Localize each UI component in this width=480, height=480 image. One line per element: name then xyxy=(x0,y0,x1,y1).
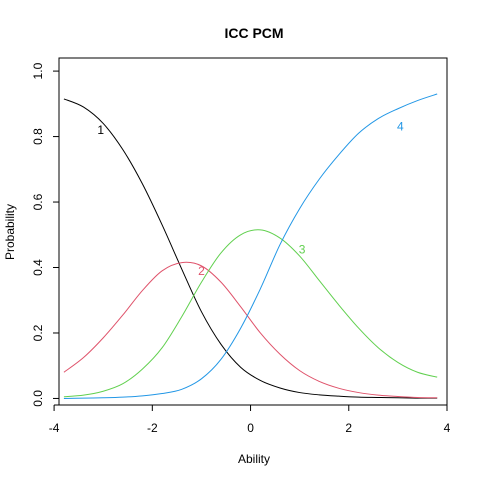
x-tick-label: 4 xyxy=(444,421,451,435)
y-axis-label: Probability xyxy=(3,204,17,260)
x-tick-label: -4 xyxy=(49,421,60,435)
plot-frame xyxy=(58,57,448,406)
y-tick-label: 1.0 xyxy=(31,62,45,79)
x-tick-label: -2 xyxy=(147,421,158,435)
x-tick-label: 2 xyxy=(345,421,352,435)
x-axis: -4 -2 0 2 4 xyxy=(49,404,451,435)
category-4-curve xyxy=(63,93,438,399)
category-1-curve xyxy=(63,98,438,399)
y-axis: 0.0 0.2 0.4 0.6 0.8 1.0 xyxy=(31,62,60,407)
y-tick-label: 0.4 xyxy=(31,259,45,276)
x-axis-label: Ability xyxy=(238,452,270,466)
category-3-label: 3 xyxy=(299,243,306,257)
y-tick-label: 0.2 xyxy=(31,324,45,341)
category-4-label: 4 xyxy=(397,120,404,134)
category-1-label: 1 xyxy=(97,123,104,137)
chart-title: ICC PCM xyxy=(224,25,283,41)
curve-labels: 1 2 3 4 xyxy=(97,120,404,278)
curves xyxy=(63,93,438,399)
y-tick-label: 0.6 xyxy=(31,193,45,210)
category-2-curve xyxy=(63,261,438,399)
y-tick-label: 0.0 xyxy=(31,390,45,407)
x-tick-label: 0 xyxy=(247,421,254,435)
category-2-label: 2 xyxy=(198,264,205,278)
y-tick-label: 0.8 xyxy=(31,128,45,145)
category-3-curve xyxy=(63,229,438,398)
